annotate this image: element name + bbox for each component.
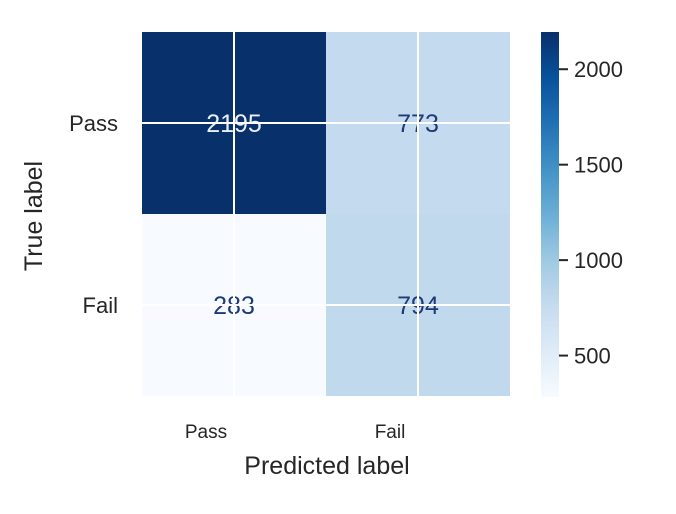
x-axis-label: Predicted label <box>244 452 409 480</box>
y-axis-label: True label <box>20 161 48 271</box>
matrix-grid-lines <box>142 32 510 396</box>
colorbar-tick-label: 2000 <box>574 57 623 82</box>
colorbar-ticks: 500 1000 1500 2000 <box>559 57 623 369</box>
colorbar-tick-label: 1000 <box>574 248 623 273</box>
x-tick-label: Pass <box>185 422 227 443</box>
x-tick-label: Fail <box>375 422 406 443</box>
y-tick-label: Fail <box>83 293 118 318</box>
colorbar-tick-label: 1500 <box>574 153 623 178</box>
matrix-cells <box>142 32 510 396</box>
y-tick-label: Pass <box>69 111 118 136</box>
x-tick-labels: Pass Fail <box>185 422 405 443</box>
colorbar <box>541 32 559 397</box>
colorbar-tick-label: 500 <box>574 344 611 369</box>
y-tick-labels: Pass Fail <box>69 111 118 318</box>
